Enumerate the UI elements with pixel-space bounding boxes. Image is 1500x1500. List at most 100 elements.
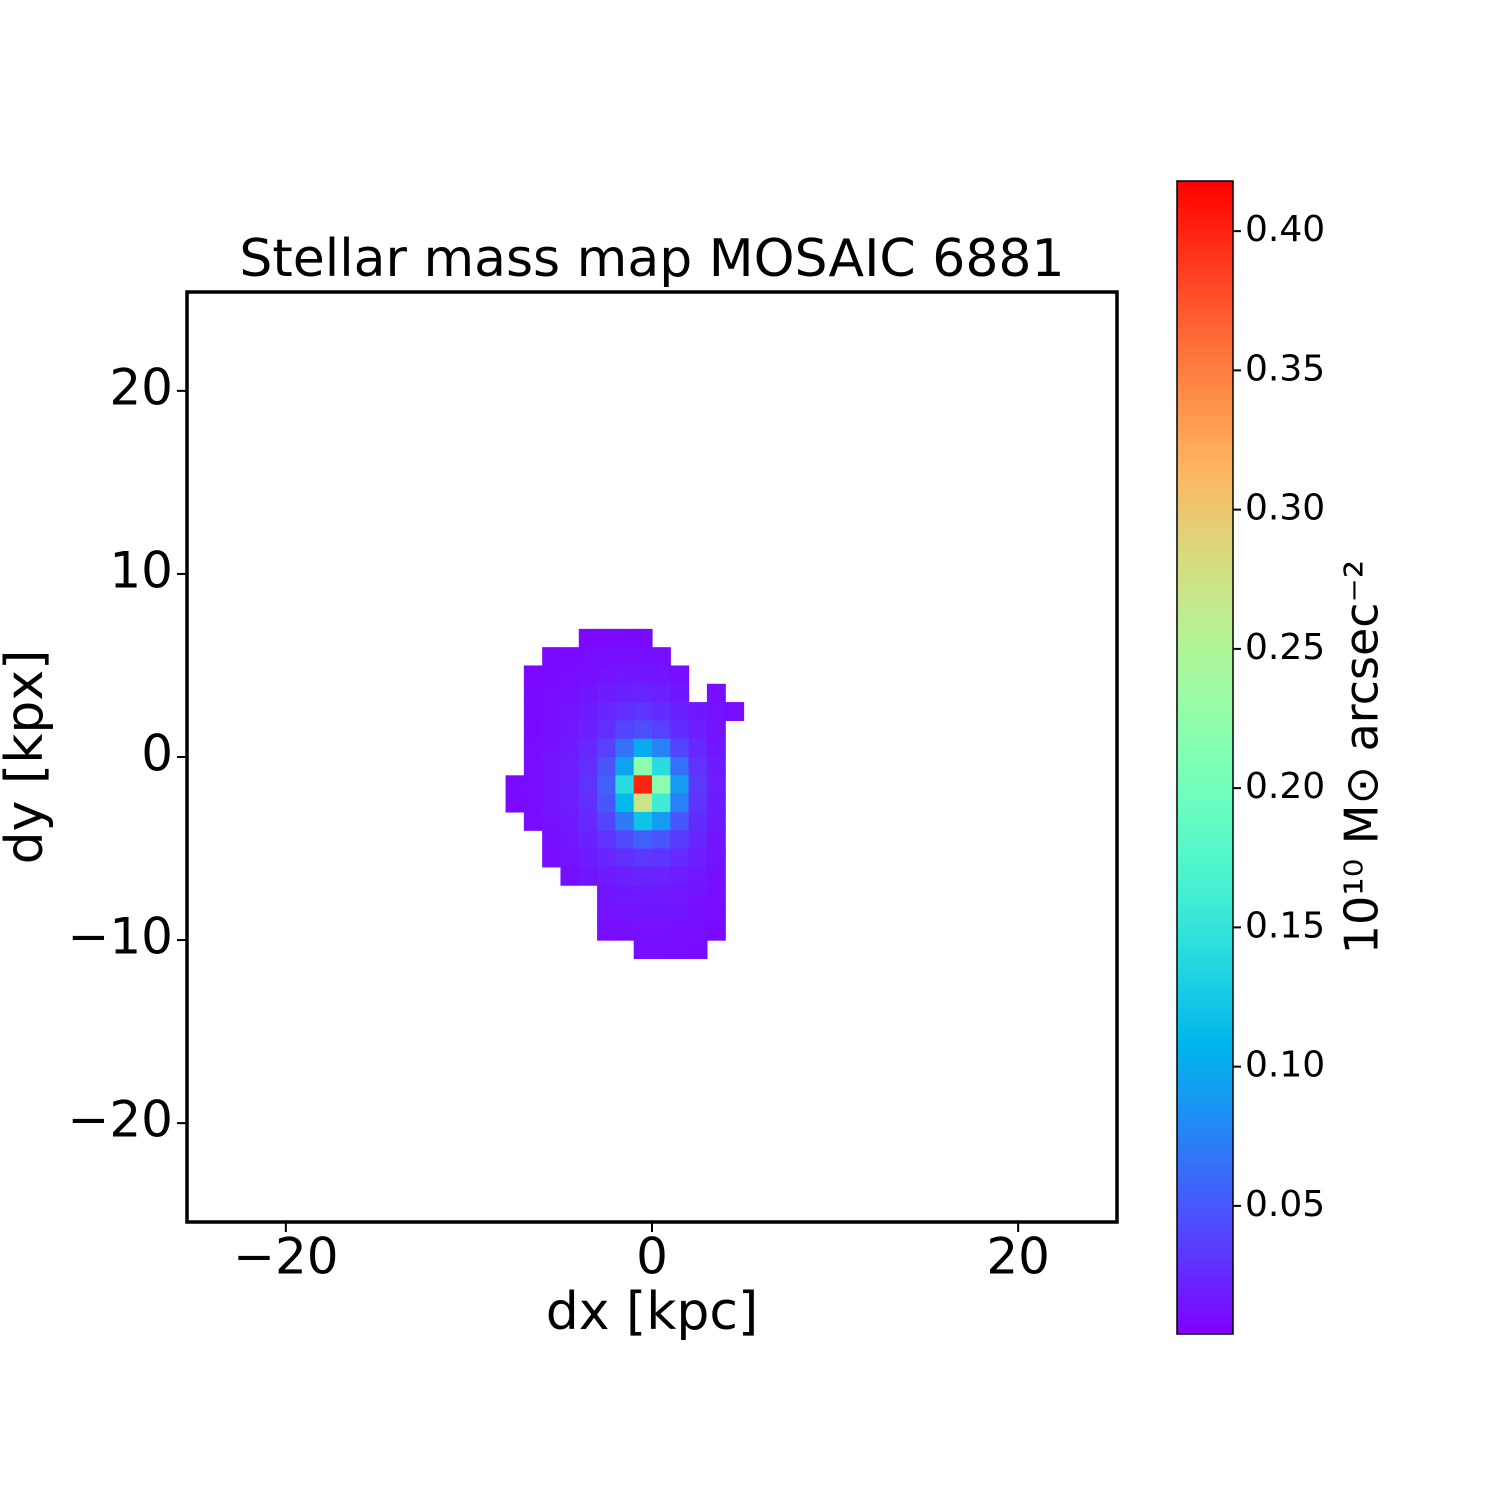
heatmap-cell [578, 665, 598, 685]
heatmap-cell [542, 683, 562, 703]
colorbar-tick-label: 0.40 [1245, 209, 1325, 250]
heatmap-cell [597, 647, 616, 667]
heatmap-cell [652, 793, 671, 813]
heatmap-cell [652, 738, 671, 758]
colorbar [1176, 180, 1234, 1335]
heatmap-cell [706, 811, 726, 831]
heatmap-cell [615, 738, 635, 758]
y-tick-label: −10 [67, 908, 173, 966]
heatmap-cell [688, 775, 708, 795]
heatmap-cell [523, 811, 543, 831]
heatmap-cell [597, 683, 616, 703]
heatmap-cell [670, 775, 690, 795]
heatmap-cell [706, 903, 726, 923]
heatmap-cell [633, 940, 653, 959]
heatmap-cell [652, 775, 671, 795]
heatmap-cell [578, 702, 598, 721]
heatmap-cell [560, 775, 580, 795]
heatmap-cell [578, 866, 598, 886]
heatmap-cell [615, 848, 635, 868]
heatmap-cell [615, 885, 635, 905]
heatmap-cell [652, 665, 671, 685]
heatmap-cell [706, 720, 726, 740]
heatmap-cell [688, 793, 708, 813]
heatmap-cell [688, 903, 708, 923]
heatmap-cell [615, 665, 635, 685]
heatmap-cell [633, 647, 653, 667]
heatmap-cell [615, 628, 635, 648]
heatmap-cell [523, 775, 543, 795]
heatmap-cell [542, 738, 562, 758]
heatmap-cell [633, 665, 653, 685]
heatmap-cell [670, 683, 690, 703]
heatmap-cell [670, 903, 690, 923]
heatmap-cell [597, 757, 616, 776]
y-tick-label: 0 [141, 725, 173, 783]
heatmap-cell [652, 848, 671, 868]
colorbar-label: 10¹⁰ M⊙ arcsec⁻² [1335, 560, 1389, 955]
heatmap-cell [578, 683, 598, 703]
heatmap-cell [560, 683, 580, 703]
heatmap-cell [560, 848, 580, 868]
heatmap-cell [560, 811, 580, 831]
heatmap-cell [670, 940, 690, 959]
heatmap-cell [578, 647, 598, 667]
heatmap-cell [615, 793, 635, 813]
heatmap-cell [615, 921, 635, 941]
heatmap-cell [578, 848, 598, 868]
heatmap-cell [615, 903, 635, 923]
heatmap-cell [560, 738, 580, 758]
heatmap-cell [652, 757, 671, 776]
heatmap-cell [652, 921, 671, 941]
heatmap-cell [560, 757, 580, 776]
heatmap-cell [633, 921, 653, 941]
heatmap-cell [597, 702, 616, 721]
heatmap-cell [505, 793, 525, 813]
heatmap-cell [670, 885, 690, 905]
heatmap-cell [597, 793, 616, 813]
heatmap-cell [615, 866, 635, 886]
heatmap-cell [542, 775, 562, 795]
heatmap-cell [652, 647, 671, 667]
heatmap-cell [597, 903, 616, 923]
heatmap-cell [670, 866, 690, 886]
heatmap-cell [542, 720, 562, 740]
heatmap-cell [688, 702, 708, 721]
colorbar-tick-label: 0.10 [1245, 1045, 1325, 1086]
heatmap-cell [542, 702, 562, 721]
heatmap-cell [670, 811, 690, 831]
heatmap-cell [597, 921, 616, 941]
heatmap-cell [633, 702, 653, 721]
heatmap-cell [615, 683, 635, 703]
heatmap-cell [633, 811, 653, 831]
heatmap-cell [578, 738, 598, 758]
heatmap-cell [578, 757, 598, 776]
heatmap-cell [578, 793, 598, 813]
heatmap-cell [542, 811, 562, 831]
heatmap-cell [652, 866, 671, 886]
heatmap-cell [542, 848, 562, 868]
heatmap-cell [542, 830, 562, 850]
heatmap-cell [706, 885, 726, 905]
heatmap-cell [706, 866, 726, 886]
heatmap-cell [523, 683, 543, 703]
heatmap-cell [633, 628, 653, 648]
heatmap-cell [560, 665, 580, 685]
heatmap-cell [688, 866, 708, 886]
x-tick-label: −20 [233, 1228, 339, 1286]
heatmap-cell [670, 793, 690, 813]
heatmap-cell [633, 866, 653, 886]
heatmap-cell [670, 921, 690, 941]
heatmap-cell [633, 830, 653, 850]
heatmap-cell [597, 720, 616, 740]
heatmap-cell [615, 702, 635, 721]
heatmap-cell [652, 811, 671, 831]
colorbar-tick-label: 0.30 [1245, 488, 1325, 529]
heatmap-cell [578, 811, 598, 831]
heatmap-cell [633, 683, 653, 703]
heatmap-cell [670, 665, 690, 685]
heatmap-cell [652, 720, 671, 740]
heatmap-cell [633, 793, 653, 813]
heatmap-cell [578, 628, 598, 648]
heatmap-cell [542, 647, 562, 667]
